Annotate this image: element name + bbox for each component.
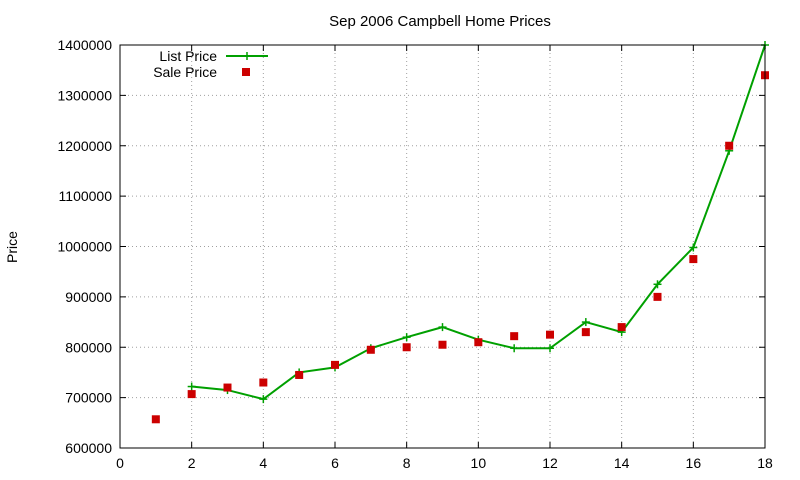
y-axis-label: Price — [4, 231, 20, 263]
data-point-sale-price — [331, 360, 339, 369]
data-point-sale-price — [223, 383, 232, 392]
data-point-sale-price — [295, 370, 304, 379]
legend-label-list-price: List Price — [159, 48, 217, 64]
x-tick-label: 16 — [686, 455, 702, 471]
data-point-sale-price — [617, 323, 626, 332]
grid-lines — [120, 45, 765, 448]
x-tick-label: 0 — [116, 455, 124, 471]
data-point-list-price — [546, 344, 554, 353]
data-point-sale-price — [438, 340, 447, 349]
y-tick-label: 1200000 — [57, 138, 112, 154]
x-tick-label: 18 — [757, 455, 773, 471]
x-tick-label: 6 — [331, 455, 339, 471]
x-tick-label: 2 — [188, 455, 196, 471]
data-point-sale-price — [151, 415, 160, 424]
data-point-sale-price — [474, 338, 483, 347]
legend-swatch-sale-price — [242, 68, 250, 76]
legend-label-sale-price: Sale Price — [153, 64, 217, 80]
y-tick-label: 1400000 — [57, 37, 112, 53]
data-point-sale-price — [725, 141, 734, 150]
data-point-sale-price — [402, 343, 411, 352]
x-tick-label: 14 — [614, 455, 630, 471]
data-point-sale-price — [653, 292, 662, 301]
chart-title: Sep 2006 Campbell Home Prices — [329, 13, 551, 30]
data-point-sale-price — [366, 345, 375, 354]
data-point-list-price — [438, 323, 447, 332]
data-point-sale-price — [259, 378, 268, 387]
data-point-list-price — [689, 243, 698, 252]
data-point-sale-price — [546, 330, 554, 339]
data-point-list-price — [581, 318, 590, 327]
data-point-list-price — [653, 280, 662, 289]
y-tick-label: 1300000 — [57, 87, 112, 103]
x-tick-label: 4 — [259, 455, 267, 471]
data-point-sale-price — [510, 332, 519, 341]
data-point-sale-price — [581, 328, 590, 337]
x-tick-label: 10 — [471, 455, 487, 471]
y-tick-label: 700000 — [65, 390, 112, 406]
data-point-list-price — [259, 395, 268, 404]
data-point-list-price — [510, 344, 519, 353]
data-point-sale-price — [689, 255, 698, 264]
x-tick-label: 8 — [403, 455, 411, 471]
y-tick-label: 1100000 — [59, 188, 113, 204]
series-group — [151, 41, 769, 424]
y-tick-label: 800000 — [65, 339, 112, 355]
y-tick-label: 600000 — [65, 440, 112, 456]
x-tick-label: 12 — [542, 455, 558, 471]
data-point-list-price — [402, 333, 411, 342]
plot-frame — [119, 44, 766, 449]
data-point-list-price — [187, 382, 196, 391]
y-tick-label: 1000000 — [57, 239, 112, 255]
legend-marker-list-price — [243, 52, 251, 60]
axis-ticks: 0 2 4 6 8 10 12 14 16 18 600000 700000 800000 900000 1… — [57, 37, 773, 471]
y-tick-label: 900000 — [65, 289, 112, 305]
data-point-sale-price — [187, 390, 196, 399]
